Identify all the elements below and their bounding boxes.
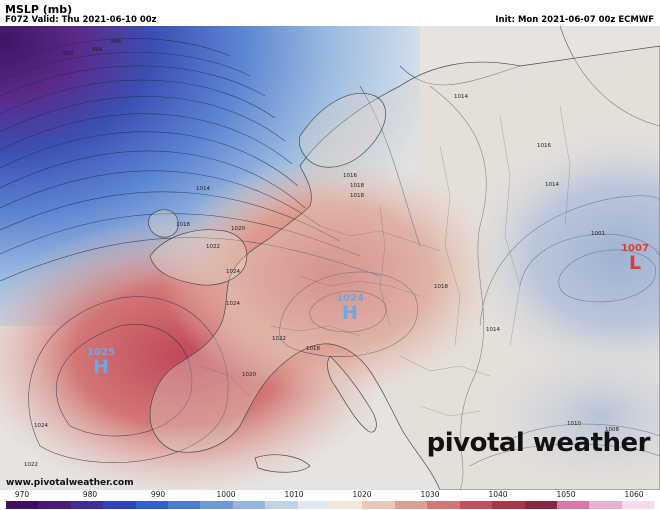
colorbar-segment (362, 501, 395, 509)
colorbar-ticks: 970 980 990 1000 1010 1020 1030 1040 105… (0, 490, 660, 500)
colorbar-tick: 990 (150, 490, 166, 499)
low-pressure-southeast (470, 336, 660, 490)
colorbar-strip (6, 501, 655, 509)
isobar-label: 994 (91, 47, 103, 53)
brand-watermark: pivotal weather (426, 428, 651, 458)
init-time: Init: Mon 2021-06-07 00z ECMWF (495, 15, 654, 25)
colorbar-segment (168, 501, 201, 509)
isobar-label: 1008 (605, 427, 619, 433)
map-title: MSLP (mb) (5, 3, 73, 16)
colorbar-tick: 1020 (352, 490, 372, 499)
valid-time: F072 Valid: Thu 2021-06-10 00z (5, 15, 157, 25)
colorbar-segment (135, 501, 169, 509)
isobar-label: 1024 (226, 269, 240, 275)
colorbar-segment (70, 501, 104, 509)
isobar-label: 1014 (486, 327, 500, 333)
colorbar-segment (459, 501, 493, 509)
colorbar-tick: 970 (14, 490, 30, 499)
colorbar-tick: 1030 (420, 490, 440, 499)
isobar-label: 1014 (454, 94, 468, 100)
colorbar-tick: 1000 (216, 490, 236, 499)
pressure-colorbar: 970 980 990 1000 1010 1020 1030 1040 105… (0, 490, 660, 510)
isobar-label: 996 (110, 39, 122, 45)
isobar-label: 1014 (196, 186, 210, 192)
map-canvas (0, 26, 660, 490)
colorbar-tick: 1050 (556, 490, 576, 499)
colorbar-segment (330, 501, 363, 509)
isobar-label: 1018 (176, 222, 190, 228)
isobar-label: 1001 (591, 231, 605, 237)
colorbar-segment (200, 501, 233, 509)
high-center-atlantic: 1025 H (87, 347, 115, 378)
isobar-label: 1024 (34, 423, 48, 429)
high-center-value: 1025 (87, 347, 115, 358)
high-center-value: 1024 (336, 293, 364, 304)
isobar-label: 1018 (350, 183, 364, 189)
colorbar-tick: 980 (82, 490, 98, 499)
colorbar-segment (589, 501, 622, 509)
high-center-letter: H (342, 302, 358, 324)
colorbar-segment (232, 501, 266, 509)
colorbar-segment (103, 501, 136, 509)
colorbar-tick: 1010 (284, 490, 304, 499)
colorbar-segment (38, 501, 71, 509)
colorbar-segment (265, 501, 298, 509)
header: MSLP (mb) F072 Valid: Thu 2021-06-10 00z… (0, 0, 660, 26)
isobar-label: 1018 (434, 284, 448, 290)
colorbar-segment (394, 501, 428, 509)
isobar-label: 1022 (24, 462, 38, 468)
low-pressure-east (460, 126, 660, 386)
low-center-east: 1007 L (621, 243, 649, 274)
isobar-label: 1014 (545, 182, 559, 188)
isobar-label: 1020 (242, 372, 256, 378)
website-link[interactable]: www.pivotalweather.com (6, 478, 134, 488)
colorbar-segment (556, 501, 590, 509)
isobar-label: 1024 (226, 301, 240, 307)
isobar-label: 1020 (231, 226, 245, 232)
isobar-label: 1016 (343, 173, 357, 179)
colorbar-tick: 1040 (488, 490, 508, 499)
colorbar-tick: 1060 (624, 490, 644, 499)
isobar-label: 1016 (537, 143, 551, 149)
colorbar-segment (524, 501, 557, 509)
isobar-label: 1018 (350, 193, 364, 199)
colorbar-segment (621, 501, 655, 509)
colorbar-segment (6, 501, 39, 509)
borders (199, 105, 571, 417)
isobar-label: 993 (62, 51, 74, 57)
low-center-letter: L (628, 252, 642, 274)
isobar-label: 1022 (206, 244, 220, 250)
isobars (0, 26, 660, 490)
coastlines (148, 45, 660, 490)
isobar-label: 1018 (306, 346, 320, 352)
isobar-label: 1022 (272, 336, 286, 342)
isobar-label: 1010 (567, 421, 581, 427)
high-center-letter: H (93, 356, 109, 378)
low-center-value: 1007 (621, 243, 649, 254)
colorbar-segment (427, 501, 460, 509)
colorbar-segment (492, 501, 525, 509)
colorbar-segment (297, 501, 331, 509)
pressure-map[interactable]: 996 994 993 1014 1018 1022 1020 1024 101… (0, 26, 660, 490)
high-center-alps: 1024 H (336, 293, 364, 324)
